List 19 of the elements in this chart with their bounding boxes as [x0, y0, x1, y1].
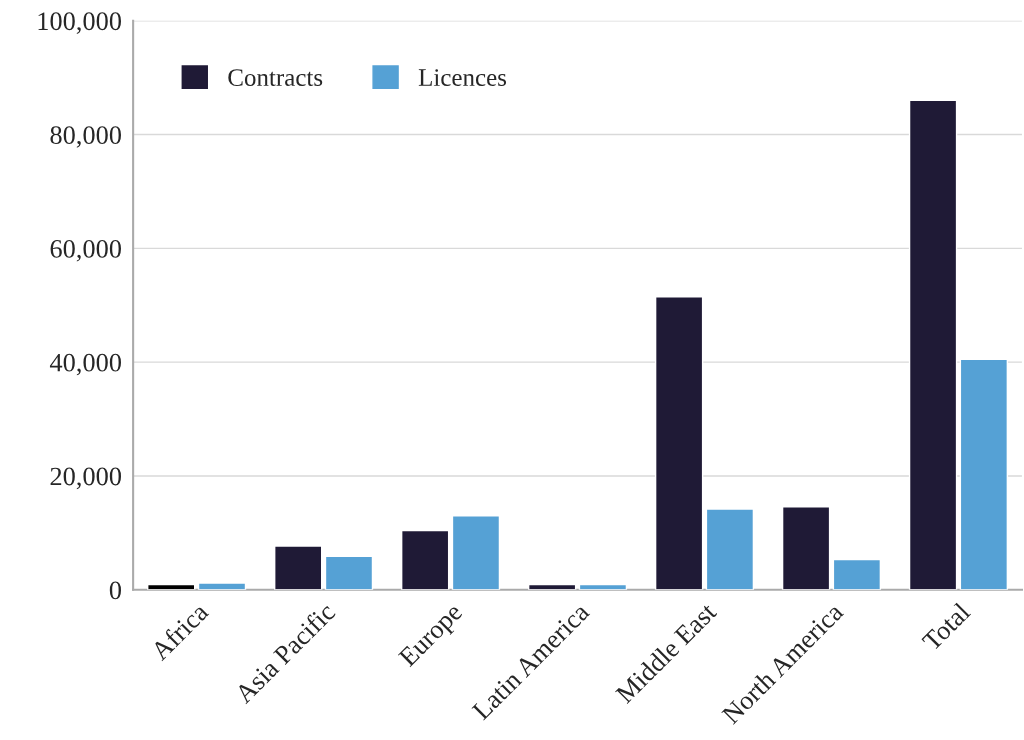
bar: [832, 558, 882, 590]
bar: [781, 506, 831, 590]
bar: [324, 555, 374, 590]
legend-label: Contracts: [228, 69, 323, 86]
bar: [451, 515, 501, 590]
bar: [908, 99, 958, 590]
bar: [400, 529, 450, 590]
y-tick-label: 80,000: [50, 126, 121, 148]
y-tick-label: 40,000: [49, 353, 121, 376]
y-tick-label: 60,000: [50, 239, 121, 262]
bar: [959, 358, 1009, 590]
y-tick-label: 0: [109, 581, 121, 600]
y-tick-label: 20,000: [50, 467, 121, 490]
bar: [274, 545, 323, 590]
legend-label: Licences: [418, 69, 507, 86]
bar: [705, 508, 755, 590]
bar: [197, 582, 247, 590]
bar: [654, 296, 704, 590]
y-tick-label: 100,000: [38, 12, 121, 34]
